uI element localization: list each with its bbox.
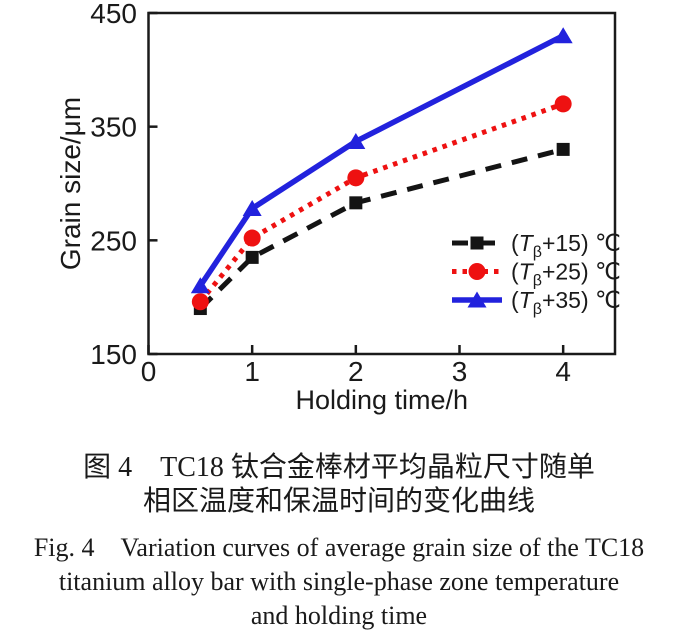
caption-zh-line1: 图 4 TC18 钛合金棒材平均晶粒尺寸随单: [83, 452, 595, 483]
legend-label-symbol: T: [519, 230, 535, 256]
legend-label-pre: (: [511, 230, 519, 256]
series-1-marker-circle: [191, 293, 209, 311]
y-axis-title: Grain size/μm: [55, 97, 86, 270]
legend-label-post: +35) ℃: [542, 287, 621, 313]
plot-frame: [147, 11, 617, 356]
series-1-marker-circle: [347, 169, 365, 187]
caption-en-line1: Fig. 4 Variation curves of average grain…: [33, 533, 645, 562]
series-line-0: [198, 146, 564, 311]
legend-label-subscript: β: [533, 244, 542, 261]
legend-label-subscript: β: [533, 301, 542, 318]
series-1-marker-circle: [243, 229, 261, 247]
series-2-marker-triangle: [242, 200, 262, 217]
legend-label-pre: (: [511, 259, 519, 285]
series-2-marker-triangle: [190, 277, 210, 294]
legend-label-post: +15) ℃: [542, 230, 621, 256]
x-axis-tick-label: 1: [244, 356, 260, 387]
legend-label-1: (Tβ+25) ℃: [511, 259, 621, 290]
caption-en-line2: titanium alloy bar with single-phase zon…: [58, 567, 620, 596]
x-axis-tick-label: 3: [452, 356, 468, 387]
y-axis-tick-label: 350: [90, 112, 137, 143]
caption-english: Fig. 4 Variation curves of average grain…: [0, 531, 678, 633]
caption-zh-line2: 相区温度和保温时间的变化曲线: [142, 486, 535, 517]
legend-label-post: +25) ℃: [542, 259, 621, 285]
series-1-marker-circle: [554, 95, 572, 113]
series-2-marker-triangle: [553, 27, 573, 44]
legend-label-2: (Tβ+35) ℃: [511, 287, 621, 318]
legend-1-marker-circle: [468, 263, 486, 280]
grain-size-chart: 0 1 2 3 4 150 250 350 450 Holding time/h Grain siz…: [55, 0, 621, 415]
series-0-marker-square: [349, 196, 363, 210]
series-0-marker-square: [245, 250, 259, 264]
legend-label-subscript: β: [533, 273, 542, 290]
legend-label-symbol: T: [519, 287, 535, 313]
series-0-marker-square: [556, 142, 570, 156]
x-axis-title: Holding time/h: [295, 385, 468, 415]
x-axis-tick-label: 2: [348, 356, 364, 387]
series-2-marker-triangle: [346, 132, 366, 149]
series-line-1: [198, 101, 565, 304]
legend-2-marker-triangle: [467, 291, 487, 308]
x-axis-tick-label: 0: [141, 356, 157, 387]
legend-label-symbol: T: [519, 259, 535, 285]
legend: (Tβ+15) ℃(Tβ+25) ℃(Tβ+35) ℃: [452, 230, 621, 318]
y-axis-tick-label: 250: [90, 225, 137, 256]
legend-label-0: (Tβ+15) ℃: [511, 230, 621, 261]
x-axis-tick-label: 4: [555, 356, 571, 387]
legend-label-pre: (: [511, 287, 519, 313]
series-line-2: [198, 33, 565, 288]
y-axis-tick-label: 150: [90, 339, 137, 370]
legend-0-marker-square: [470, 236, 484, 250]
caption-chinese: 图 4 TC18 钛合金棒材平均晶粒尺寸随单 相区温度和保温时间的变化曲线: [0, 451, 678, 519]
y-axis-tick-label: 450: [90, 0, 137, 29]
caption-en-line3: and holding time: [250, 601, 428, 630]
